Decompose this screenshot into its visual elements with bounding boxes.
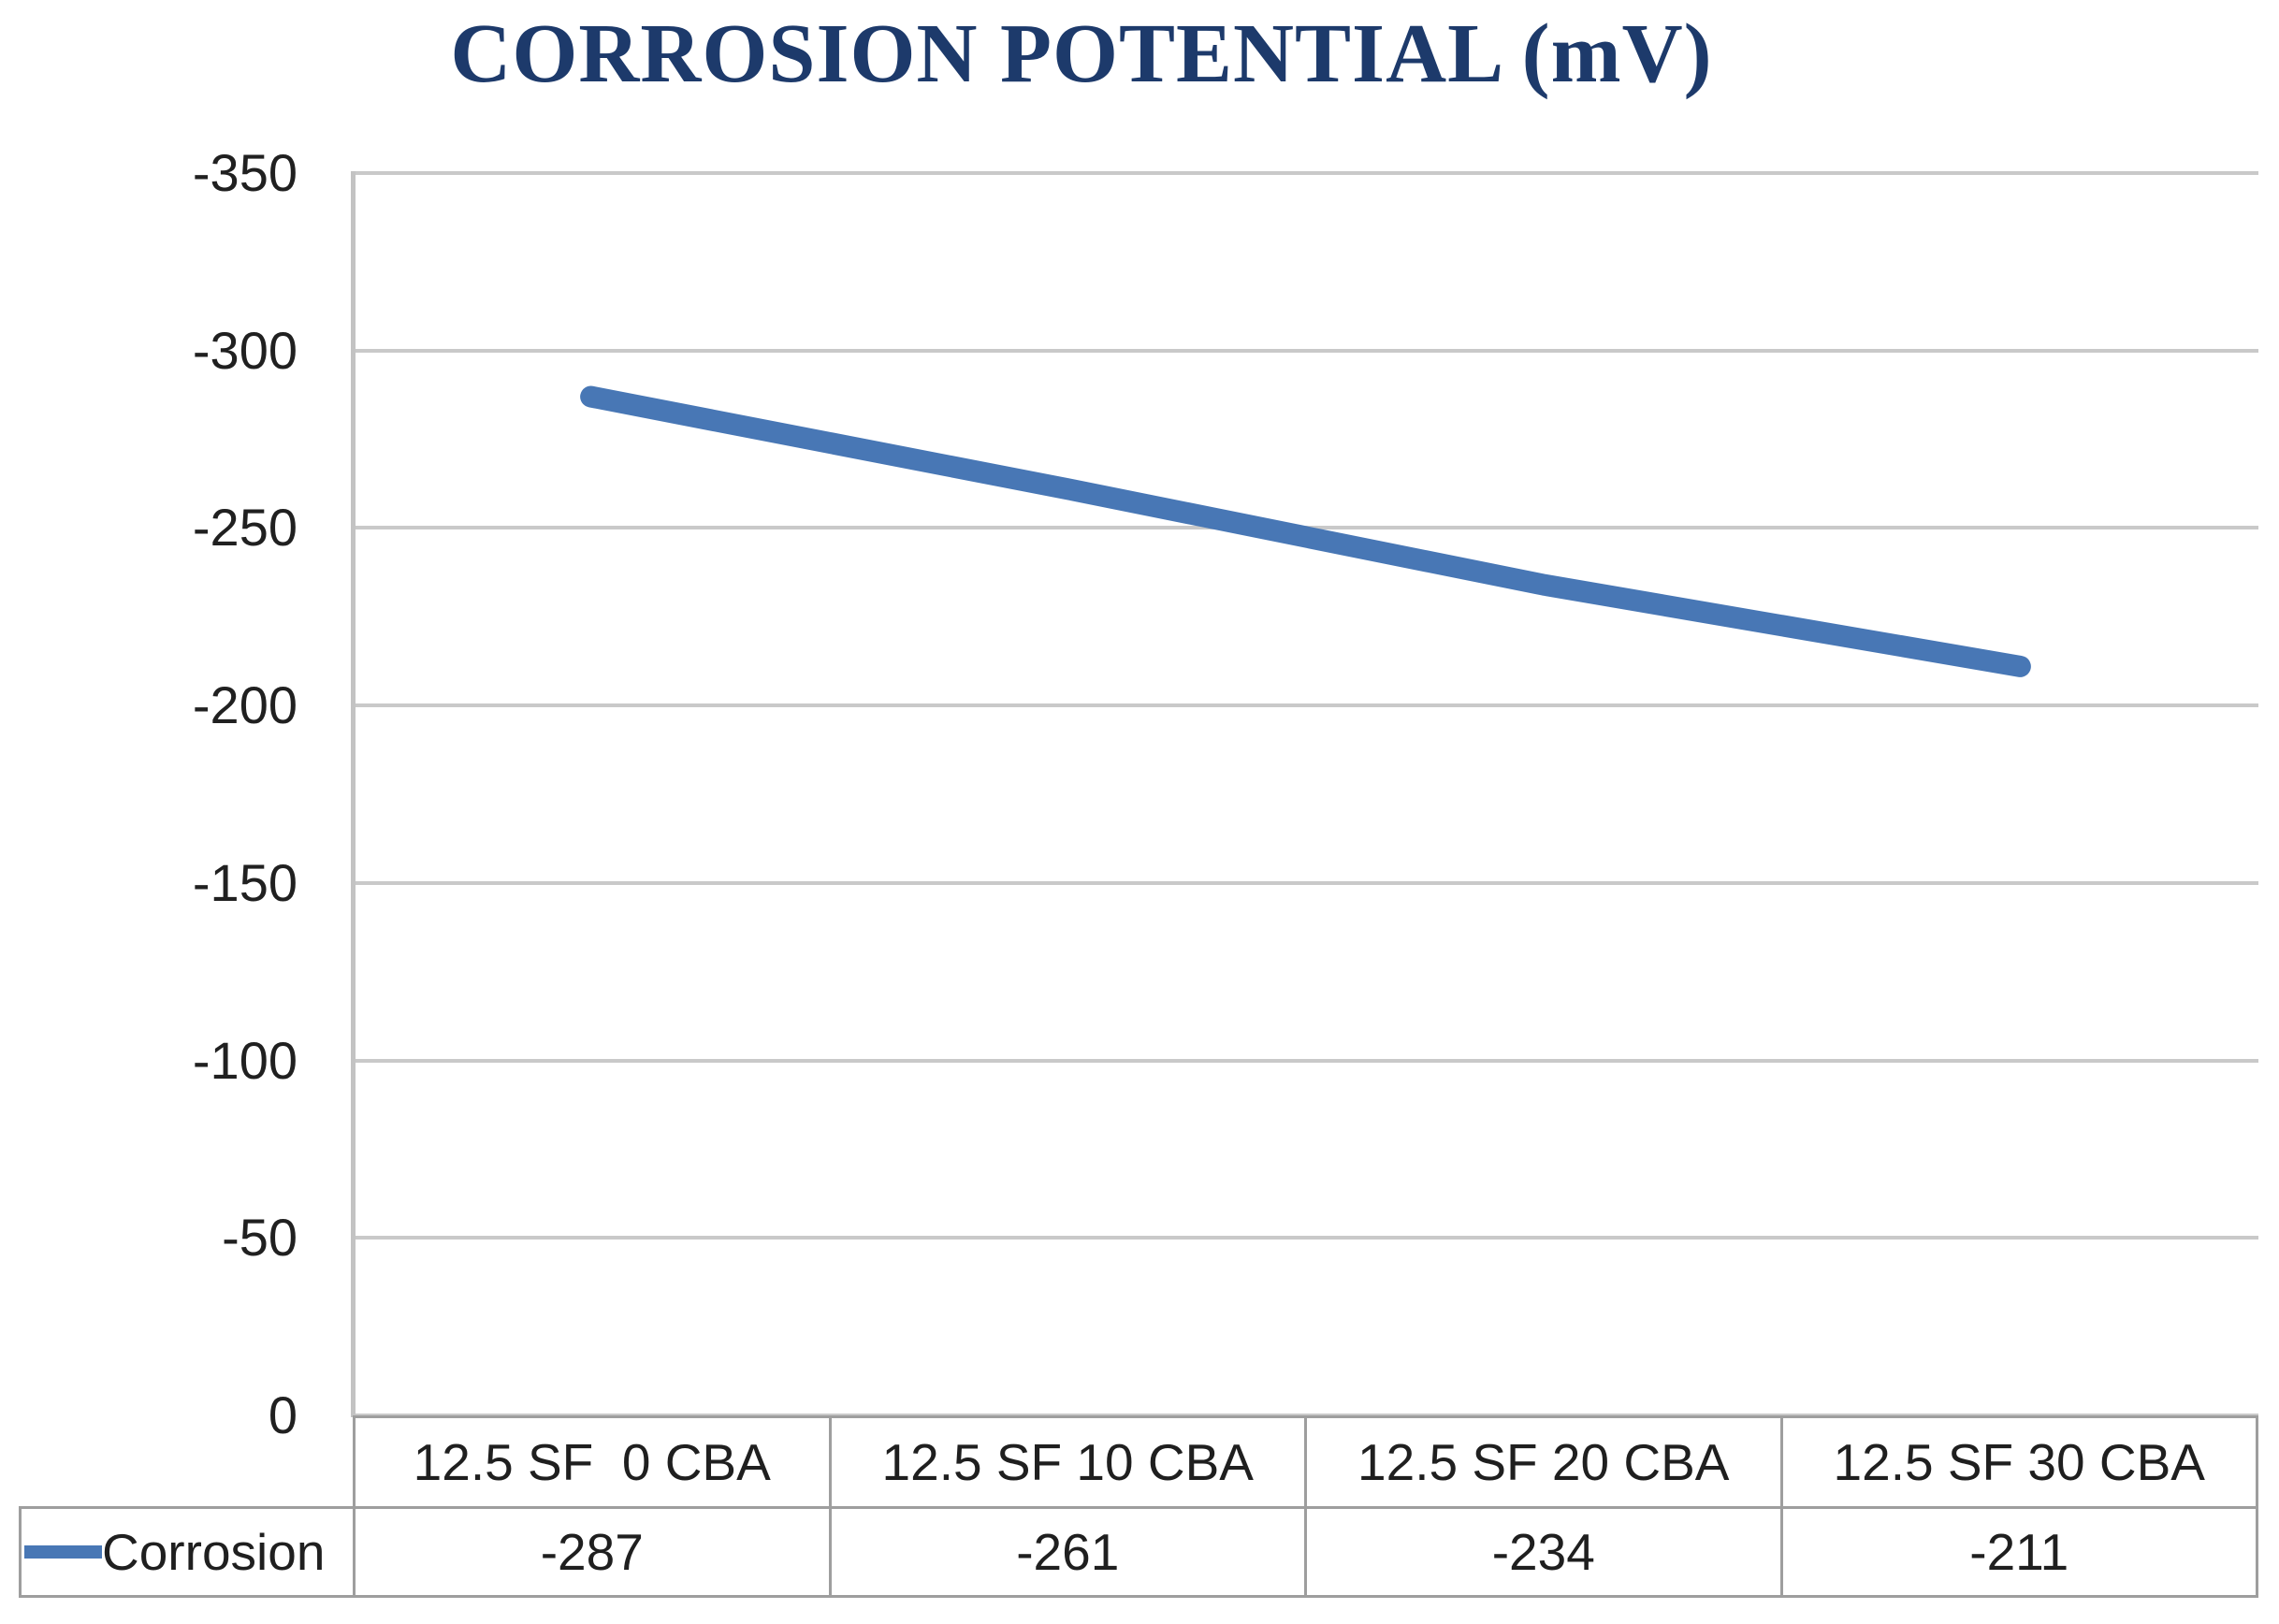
chart-title: CORROSION POTENTIAL (mV) — [450, 7, 1713, 100]
category-header-cell: 12.5 SF 0 CBA — [413, 1433, 771, 1491]
y-axis-tick-label: -100 — [192, 1030, 298, 1090]
gridline — [353, 348, 2258, 353]
y-axis-tick-label: -300 — [192, 320, 298, 380]
y-axis-tick-label: -150 — [192, 852, 298, 912]
y-axis-tick-label: -50 — [222, 1208, 298, 1268]
series-value-cell: -211 — [1779, 1509, 2257, 1595]
gridline — [353, 703, 2258, 708]
legend-label: Corrosion — [102, 1523, 326, 1581]
y-axis-tick-label: -350 — [192, 143, 298, 202]
gridline — [353, 880, 2258, 885]
gridline — [353, 1236, 2258, 1240]
corrosion-series-line — [580, 385, 2031, 677]
y-axis-tick-label: 0 — [268, 1385, 298, 1444]
series-value-cell: -287 — [353, 1509, 829, 1595]
category-header-cell: 12.5 SF 20 CBA — [1304, 1418, 1780, 1506]
category-header-row: 12.5 SF 0 CBA 12.5 SF 10 CBA 12.5 SF 20 CB… — [353, 1415, 2258, 1509]
gridline — [353, 1058, 2258, 1063]
series-value-cell: -234 — [1304, 1509, 1780, 1595]
data-table-value-row: Corrosion -287 -261 -234 -211 — [19, 1506, 2258, 1598]
gridline — [353, 171, 2258, 175]
y-axis-tick-label: -250 — [192, 498, 298, 558]
legend-cell: Corrosion — [22, 1509, 353, 1595]
legend-line-swatch — [24, 1545, 102, 1559]
category-header-cell: 12.5 SF 10 CBA — [828, 1418, 1305, 1506]
series-value-cell: -261 — [828, 1509, 1305, 1595]
y-axis-line — [351, 171, 356, 1417]
y-axis-tick-label: -200 — [192, 675, 298, 735]
category-header-cell: 12.5 SF 30 CBA — [1779, 1418, 2257, 1506]
